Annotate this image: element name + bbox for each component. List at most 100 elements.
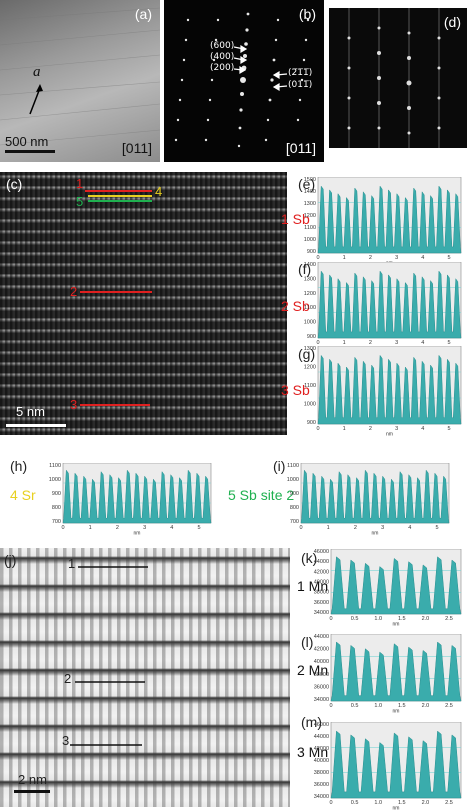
ytick-label: 38000 — [314, 770, 329, 776]
x-unit-label: nm — [393, 622, 400, 627]
panel-a-label: (a) — [135, 6, 152, 22]
xtick-label: 5 — [447, 426, 450, 432]
line-mark-1: 1 — [76, 176, 83, 191]
xtick-label: 0 — [316, 426, 319, 432]
xtick-label: 1 — [343, 255, 346, 261]
ytick-label: 1200 — [304, 291, 316, 297]
abf-profile-lines — [0, 548, 290, 807]
ytick-label: 1100 — [304, 225, 316, 231]
abf-line-mark-1: 1 — [68, 556, 75, 571]
ytick-label: 38000 — [314, 590, 329, 596]
ytick-label: 46000 — [314, 549, 329, 555]
panel-h-label: (h) — [10, 458, 27, 474]
panel-a-zone-axis: [011] — [122, 140, 152, 156]
xtick-label: 2 — [116, 525, 119, 531]
xtick-label: 3 — [381, 525, 384, 531]
profile-site-label-h: 4 Sr — [10, 487, 36, 503]
abf-line-mark-2: 2 — [64, 671, 71, 686]
ytick-label: 1000 — [304, 237, 316, 243]
xtick-label: 1.0 — [374, 616, 382, 622]
ytick-label: 46000 — [314, 722, 329, 728]
intensity-trace-f — [318, 271, 461, 338]
xtick-label: 0.5 — [351, 703, 359, 709]
xtick-label: 1 — [343, 426, 346, 432]
xtick-label: 0 — [329, 616, 332, 622]
x-unit-label: nm — [134, 531, 141, 536]
ytick-label: 42000 — [314, 647, 329, 653]
ytick-label: 40000 — [314, 758, 329, 764]
profile-lines — [0, 172, 287, 435]
intensity-plot-f: 14001300120011001000900012345nm — [294, 262, 463, 350]
intensity-trace-l — [331, 642, 461, 701]
xtick-label: 1 — [89, 525, 92, 531]
xtick-label: 2.5 — [445, 616, 453, 622]
line-mark-5: 5 — [76, 194, 83, 209]
ytick-label: 1100 — [287, 463, 299, 469]
ytick-label: 1400 — [304, 262, 316, 268]
ytick-label: 700 — [290, 519, 299, 525]
vector-a-label: a — [33, 64, 41, 81]
ytick-label: 42000 — [314, 569, 329, 575]
panel-j-abf: (j) 1 2 3 2 nm — [0, 548, 290, 807]
spot-600: (600) — [210, 41, 234, 51]
panel-b-label: (b) — [299, 6, 316, 22]
xtick-label: 2 — [369, 426, 372, 432]
ytick-label: 1200 — [304, 213, 316, 219]
panel-b-zone-axis: [011] — [286, 140, 316, 156]
xtick-label: 2.0 — [422, 703, 430, 709]
ytick-label: 1100 — [49, 463, 61, 469]
ytick-label: 700 — [52, 519, 61, 525]
xtick-label: 3 — [395, 255, 398, 261]
line-mark-2: 2 — [70, 284, 77, 299]
ytick-label: 40000 — [314, 580, 329, 586]
ytick-label: 34000 — [314, 794, 329, 800]
x-unit-label: nm — [393, 709, 400, 714]
ytick-label: 1000 — [304, 402, 316, 408]
xtick-label: 0 — [329, 703, 332, 709]
panel-c-scale-bar — [6, 424, 66, 427]
xtick-label: 5 — [197, 525, 200, 531]
intensity-trace-k — [331, 557, 461, 614]
ytick-label: 1500 — [304, 177, 316, 183]
ytick-label: 1000 — [49, 477, 61, 483]
panel-c-label: (c) — [6, 176, 22, 192]
line-mark-4: 4 — [155, 184, 162, 199]
panel-d-label: (d) — [444, 14, 461, 30]
panel-c-scale-text: 5 nm — [16, 404, 45, 419]
line-mark-3: 3 — [70, 397, 77, 412]
ytick-label: 1000 — [287, 477, 299, 483]
xtick-label: 2 — [369, 255, 372, 261]
xtick-label: 1.0 — [374, 703, 382, 709]
panel-a-tem-image: (a) a [011] 500 nm — [0, 0, 160, 162]
x-unit-label: nm — [372, 531, 379, 536]
xtick-label: 3 — [395, 426, 398, 432]
spot-400: (400) — [210, 52, 234, 62]
ytick-label: 36000 — [314, 782, 329, 788]
panel-a-scale-text: 500 nm — [5, 134, 48, 149]
xtick-label: 2 — [354, 525, 357, 531]
xtick-label: 4 — [408, 525, 411, 531]
ytick-label: 1300 — [304, 346, 316, 352]
xtick-label: 0 — [329, 800, 332, 806]
ytick-label: 42000 — [314, 746, 329, 752]
x-unit-label: nm — [386, 432, 393, 437]
ytick-label: 900 — [307, 249, 316, 255]
spot-200: (200) — [210, 63, 234, 73]
xtick-label: 4 — [421, 426, 424, 432]
xtick-label: 4 — [421, 255, 424, 261]
ytick-label: 800 — [52, 505, 61, 511]
ytick-label: 800 — [290, 505, 299, 511]
xtick-label: 0 — [61, 525, 64, 531]
ytick-label: 1300 — [304, 201, 316, 207]
ytick-label: 36000 — [314, 684, 329, 690]
ytick-label: 38000 — [314, 672, 329, 678]
panel-c-haadf: (c) 1 4 5 2 3 5 nm — [0, 172, 287, 435]
xtick-label: 5 — [435, 525, 438, 531]
intensity-trace-e — [318, 186, 461, 253]
ytick-label: 1100 — [304, 305, 316, 311]
ytick-label: 900 — [290, 491, 299, 497]
ytick-label: 40000 — [314, 659, 329, 665]
